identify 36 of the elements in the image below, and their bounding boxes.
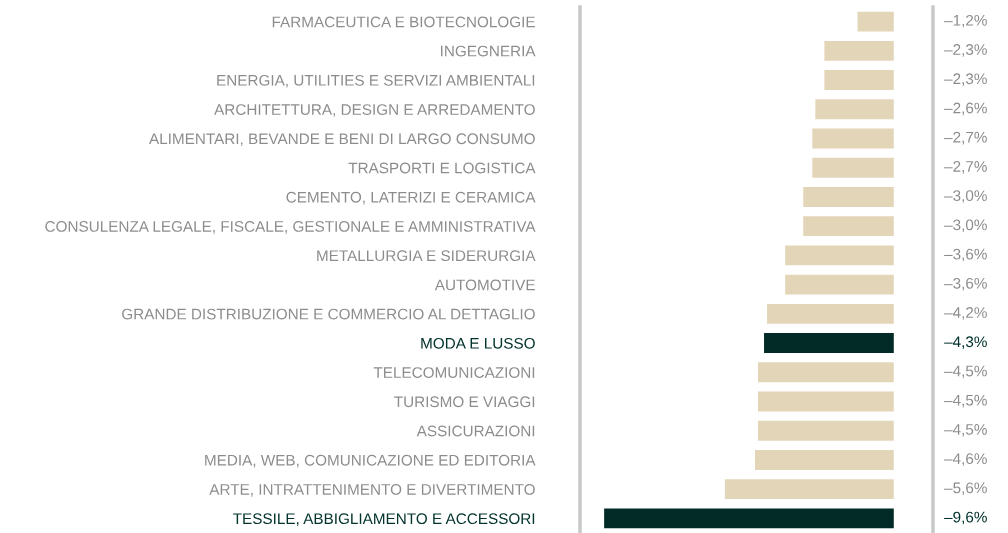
data-label: –4,5% <box>944 394 987 408</box>
y-tick-label: ENERGIA, UTILITIES E SERVIZI AMBIENTALI <box>217 74 535 88</box>
data-label: –2,3% <box>944 44 987 57</box>
data-label: –9,6% <box>944 511 987 525</box>
y-tick-label: ARTE, INTRATTENIMENTO E DIVERTIMENTO <box>209 484 535 497</box>
y-tick-label: TURISMO E VIAGGI <box>394 396 535 408</box>
data-label: –4,6% <box>944 453 987 466</box>
data-label: –2,3% <box>944 73 987 86</box>
data-label: –4,5% <box>944 424 987 437</box>
data-label: –5,6% <box>944 482 987 496</box>
data-label: –2,7% <box>944 161 987 174</box>
y-tick-label: TELECOMUNICAZIONI <box>373 367 535 378</box>
data-label: –3,0% <box>944 219 987 233</box>
y-tick-label: METALLURGIA E SIDERURGIA <box>317 250 536 262</box>
data-label: –4,2% <box>944 307 987 320</box>
y-tick-label: ARCHITETTURA, DESIGN E ARREDAMENTO <box>214 104 535 117</box>
data-label: –3,6% <box>944 277 987 291</box>
y-tick-label: MODA E LUSSO <box>421 337 535 349</box>
y-tick-label: INGEGNERIA <box>441 45 536 57</box>
data-label: –3,0% <box>944 190 987 203</box>
data-label: –4,3% <box>944 336 987 349</box>
y-tick-label: CONSULENZA LEGALE, FISCALE, GESTIONALE E AMMINISTRATIVA <box>45 221 536 234</box>
y-tick-label: ALIMENTARI, BEVANDE E BENI DI LARGO CONSUMO <box>149 133 535 146</box>
y-tick-label: GRANDE DISTRIBUZIONE E COMMERCIO AL DETTAGLIO <box>122 308 535 320</box>
y-tick-label: ASSICURAZIONI <box>416 425 535 437</box>
data-label: –2,7% <box>944 131 987 145</box>
y-tick-label: AUTOMOTIVE <box>434 279 535 291</box>
data-label: –1,2% <box>944 14 987 28</box>
data-label: –2,6% <box>944 102 987 116</box>
y-tick-label: TRASPORTI E LOGISTICA <box>348 162 536 174</box>
y-tick-label: MEDIA, WEB, COMUNICAZIONE ED EDITORIA <box>205 454 536 468</box>
y-tick-label: TESSILE, ABBIGLIAMENTO E ACCESSORI <box>233 513 535 526</box>
y-tick-label: CEMENTO, LATERIZI E CERAMICA <box>286 191 536 205</box>
data-label: –4,5% <box>944 365 987 379</box>
data-label: –3,6% <box>944 248 987 262</box>
y-tick-label: FARMACEUTICA E BIOTECNOLOGIE <box>272 16 535 28</box>
